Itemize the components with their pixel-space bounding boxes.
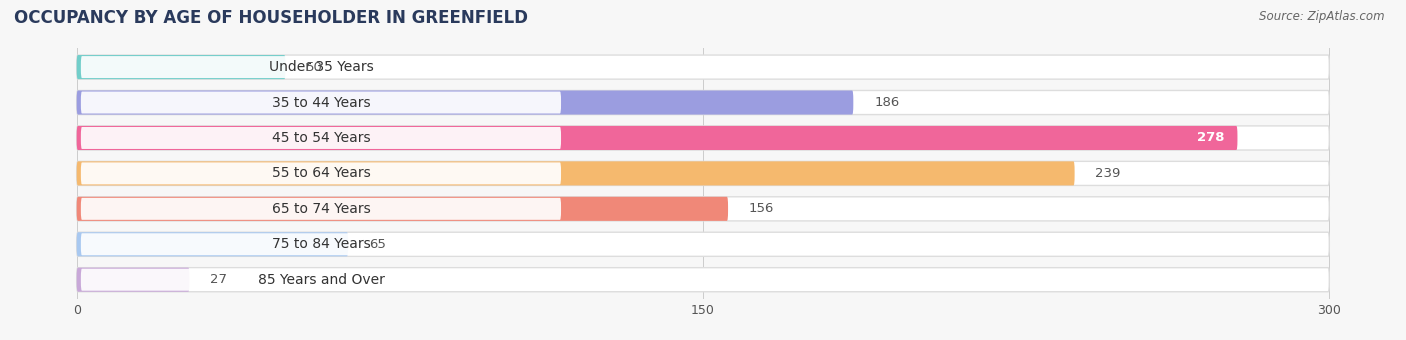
Text: 186: 186 xyxy=(875,96,900,109)
FancyBboxPatch shape xyxy=(82,269,561,291)
Text: 65 to 74 Years: 65 to 74 Years xyxy=(271,202,370,216)
FancyBboxPatch shape xyxy=(77,126,1237,150)
Text: 27: 27 xyxy=(211,273,228,286)
Text: OCCUPANCY BY AGE OF HOUSEHOLDER IN GREENFIELD: OCCUPANCY BY AGE OF HOUSEHOLDER IN GREEN… xyxy=(14,10,529,28)
FancyBboxPatch shape xyxy=(82,56,561,78)
FancyBboxPatch shape xyxy=(77,197,1329,221)
FancyBboxPatch shape xyxy=(77,197,728,221)
FancyBboxPatch shape xyxy=(82,198,561,220)
Text: 65: 65 xyxy=(368,238,385,251)
FancyBboxPatch shape xyxy=(77,55,285,79)
Text: Under 35 Years: Under 35 Years xyxy=(269,60,374,74)
FancyBboxPatch shape xyxy=(77,90,1329,115)
FancyBboxPatch shape xyxy=(77,268,1329,292)
FancyBboxPatch shape xyxy=(82,127,561,149)
Text: 75 to 84 Years: 75 to 84 Years xyxy=(271,237,370,251)
Text: 55 to 64 Years: 55 to 64 Years xyxy=(271,166,370,181)
FancyBboxPatch shape xyxy=(77,268,190,292)
FancyBboxPatch shape xyxy=(82,91,561,114)
FancyBboxPatch shape xyxy=(77,90,853,115)
Text: 156: 156 xyxy=(749,202,775,215)
FancyBboxPatch shape xyxy=(77,232,1329,256)
Text: 50: 50 xyxy=(307,61,323,73)
FancyBboxPatch shape xyxy=(77,232,349,256)
Text: 35 to 44 Years: 35 to 44 Years xyxy=(271,96,370,109)
Text: 45 to 54 Years: 45 to 54 Years xyxy=(271,131,370,145)
FancyBboxPatch shape xyxy=(82,163,561,184)
Text: 239: 239 xyxy=(1095,167,1121,180)
FancyBboxPatch shape xyxy=(77,162,1329,185)
FancyBboxPatch shape xyxy=(82,233,561,255)
Text: 278: 278 xyxy=(1198,132,1225,144)
FancyBboxPatch shape xyxy=(77,162,1074,185)
FancyBboxPatch shape xyxy=(77,55,1329,79)
Text: Source: ZipAtlas.com: Source: ZipAtlas.com xyxy=(1260,10,1385,23)
FancyBboxPatch shape xyxy=(77,126,1329,150)
Text: 85 Years and Over: 85 Years and Over xyxy=(257,273,384,287)
